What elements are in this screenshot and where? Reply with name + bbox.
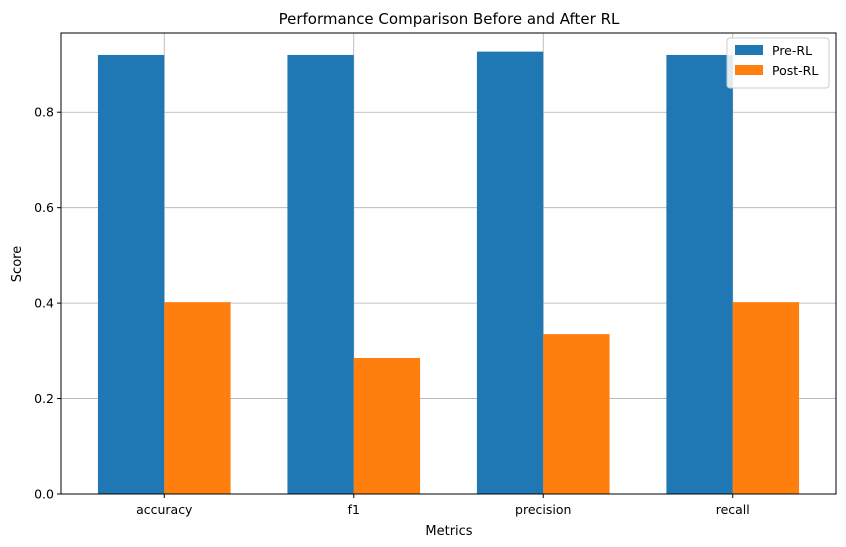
legend-swatch	[735, 45, 763, 55]
y-tick-label: 0.0	[34, 487, 54, 502]
x-tick-label: recall	[716, 502, 750, 517]
bar-post-rl-f1	[353, 357, 421, 494]
bar-pre-rl-accuracy	[97, 54, 165, 494]
legend-swatch	[735, 65, 763, 75]
x-tick-label: accuracy	[136, 502, 193, 517]
ticks-layer: 0.0 0.2 0.4 0.6 0.8 accuracy f1 precision recall	[34, 105, 750, 517]
y-tick-label: 0.6	[34, 200, 54, 215]
bar-pre-rl-f1	[287, 54, 354, 494]
bar-post-rl-accuracy	[164, 302, 231, 494]
y-tick-label: 0.4	[34, 296, 54, 311]
y-axis-label: Score	[10, 246, 25, 282]
legend-label: Post-RL	[772, 63, 818, 78]
legend-label: Pre-RL	[772, 43, 812, 58]
y-tick-label: 0.8	[34, 105, 54, 120]
bar-pre-rl-precision	[476, 51, 544, 494]
x-tick-label: precision	[515, 502, 571, 517]
x-axis-label: Metrics	[425, 524, 472, 539]
plot-frame	[60, 32, 837, 495]
legend: Pre-RL Post-RL	[726, 37, 830, 89]
x-tick-label: f1	[348, 502, 360, 517]
bar-post-rl-recall	[732, 302, 800, 494]
y-tick-label: 0.2	[34, 391, 54, 406]
bars-layer	[97, 51, 800, 494]
bar-pre-rl-recall	[666, 54, 733, 494]
bar-post-rl-precision	[543, 334, 610, 494]
chart-title: Performance Comparison Before and After …	[279, 10, 620, 28]
